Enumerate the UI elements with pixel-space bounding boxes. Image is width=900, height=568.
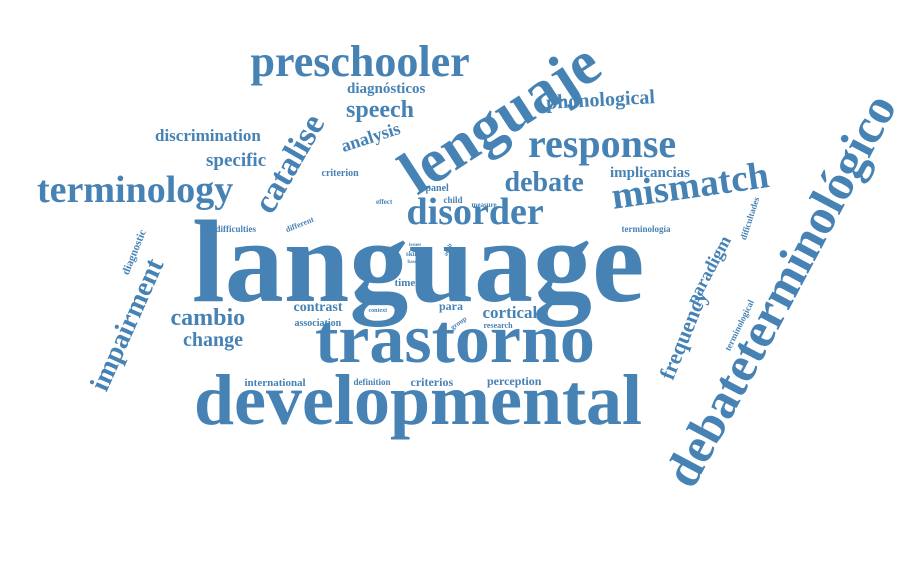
word-diagnosticos: diagnósticos xyxy=(347,80,426,97)
word-criterios: criterios xyxy=(410,375,454,389)
word-measure: measure xyxy=(471,200,497,209)
word-phonological: phonological xyxy=(544,86,655,114)
word-research: research xyxy=(483,321,513,330)
word-debate: debate xyxy=(504,167,584,198)
word-cortical: cortical xyxy=(482,302,538,322)
word-skill: skill xyxy=(406,249,419,258)
word-trastorno: trastorno xyxy=(315,301,595,378)
word-terminology: terminology xyxy=(37,169,234,211)
word-frequency: frequency xyxy=(654,286,713,383)
word-terminologia: terminología xyxy=(621,223,671,234)
word-response: response xyxy=(528,121,677,166)
word-definition: definition xyxy=(353,376,391,387)
word-time: time xyxy=(394,276,416,289)
word-preschooler: preschooler xyxy=(250,37,470,86)
word-cambio: cambio xyxy=(170,305,246,331)
word-criterion: criterion xyxy=(321,168,359,179)
word-difficulties: difficulties xyxy=(215,223,257,234)
word-panel: panel xyxy=(425,183,449,194)
word-international: international xyxy=(244,376,306,389)
word-change: change xyxy=(183,329,243,351)
word-context: context xyxy=(368,308,388,314)
word-discrimination: discrimination xyxy=(155,125,261,145)
word-para: para xyxy=(439,299,463,313)
word-developmental: developmental xyxy=(194,360,642,440)
word-effect: effect xyxy=(376,197,393,206)
word-child: child xyxy=(443,194,463,205)
word-disorder: disorder xyxy=(406,191,544,233)
word-perception: perception xyxy=(487,374,542,388)
word-speech: speech xyxy=(346,97,414,123)
word-implicancias: implicancias xyxy=(610,164,691,181)
word-association: association xyxy=(294,318,342,329)
word-contrast: contrast xyxy=(293,300,343,315)
word-issues: issues xyxy=(409,242,422,248)
word-base: base xyxy=(407,259,417,265)
word-language: language xyxy=(192,196,645,327)
word-specific: specific xyxy=(206,149,267,171)
word-dificultades: dificultades xyxy=(737,195,761,241)
